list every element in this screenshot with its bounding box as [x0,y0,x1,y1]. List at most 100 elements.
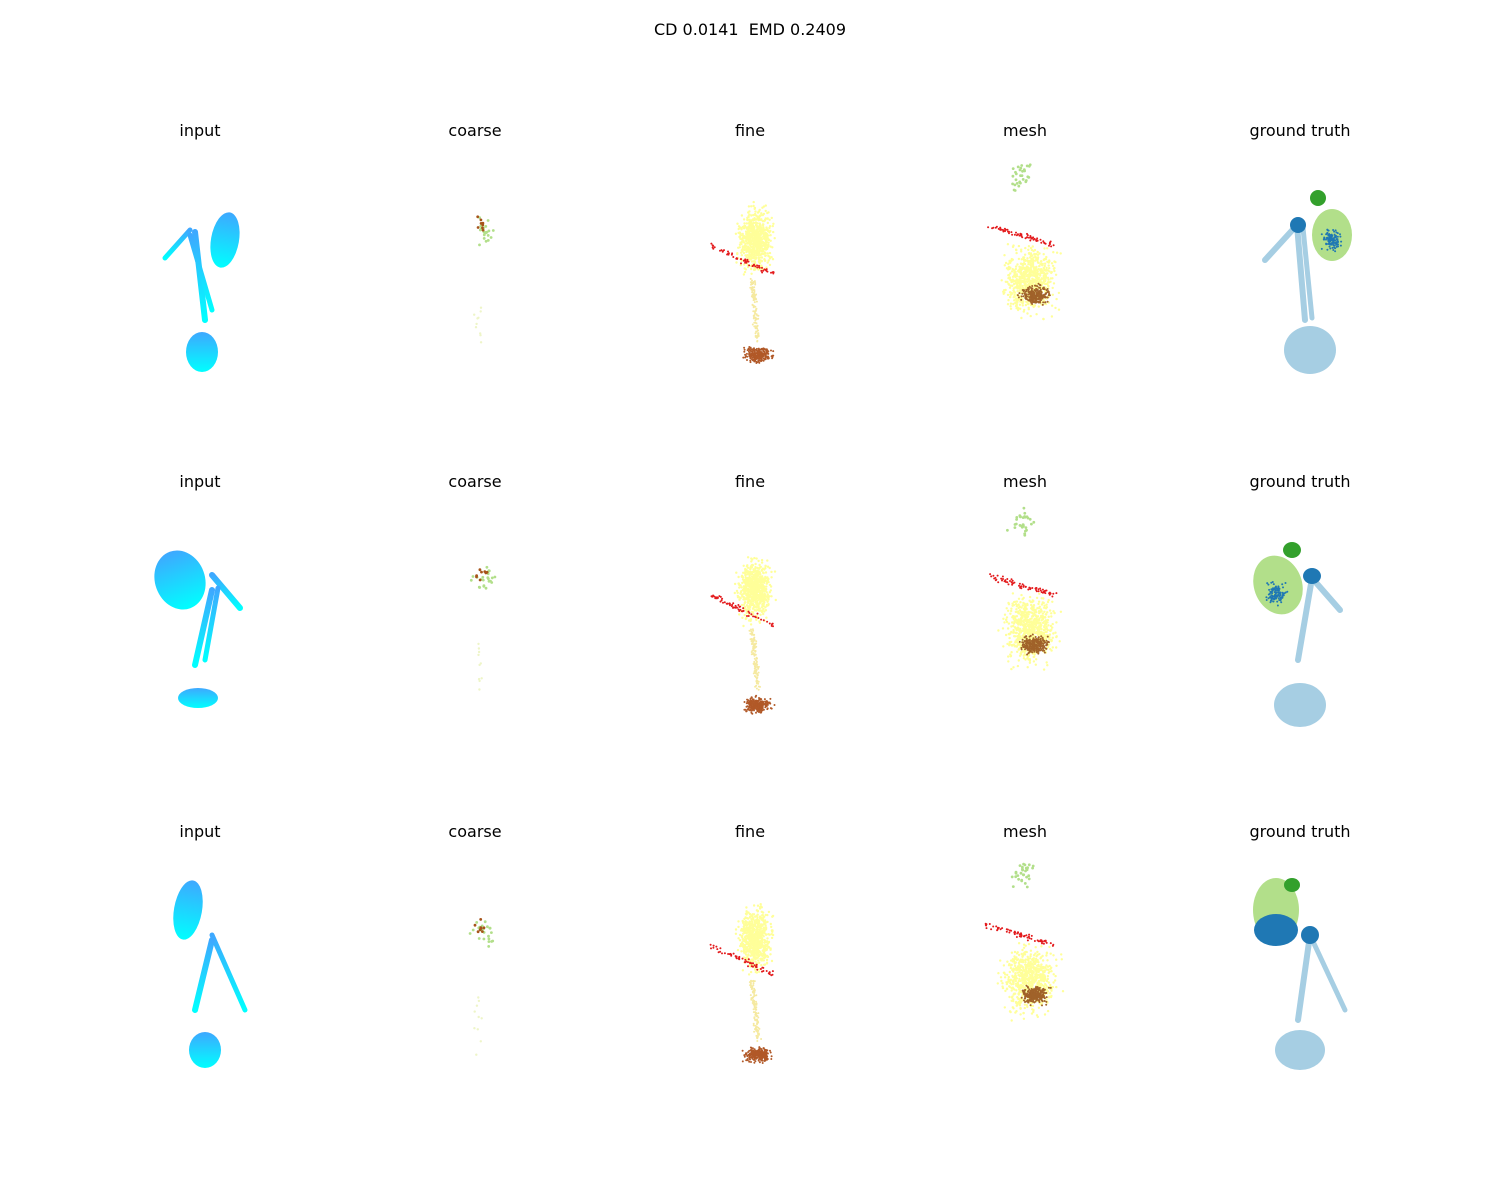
fine-point [756,578,760,582]
mesh-point [1034,639,1037,641]
fine-point [751,639,754,642]
mesh-point [1031,290,1034,293]
mesh-point [1015,307,1018,310]
fine-point [766,701,769,704]
mesh-point [1026,285,1029,288]
fine-point [750,707,753,710]
lamp-shade [1269,590,1272,593]
fine-point [754,237,757,240]
mesh-point [1019,601,1022,604]
fine-point [760,584,764,587]
lamp-shade [1270,590,1273,593]
fine-point [751,291,754,294]
mesh-point [1023,278,1026,281]
mesh-point [1025,285,1028,288]
fine-point [752,707,755,710]
mesh-point [1029,644,1032,647]
fine-point [740,241,743,244]
mesh-point [1042,240,1045,243]
fine-point [746,230,749,233]
mesh-point [1012,188,1016,192]
fine-point [745,261,748,264]
mesh-point [1028,631,1031,634]
fine-point [766,707,769,710]
fine-point [767,356,770,359]
fine-point [750,214,753,217]
fine-point [756,588,759,591]
mesh-point [1018,638,1021,641]
mesh-point [1031,261,1035,264]
mesh-point [1029,647,1032,650]
fine-point [751,354,754,357]
fine-point [744,569,747,572]
fine-point [752,242,755,245]
lamp-arm [209,572,243,611]
mesh-point [1019,613,1022,616]
mesh-point [1038,298,1041,301]
fine-point [738,226,742,229]
fine-point [735,257,738,260]
mesh-point [1026,639,1030,642]
fine-point [768,583,772,587]
fine-point [747,598,751,601]
mesh-point [1021,598,1024,601]
fine-point [752,352,755,354]
mesh-point [1004,618,1008,621]
fine-point [762,599,765,602]
mesh-point [1037,590,1040,593]
fine-point [745,232,748,236]
fine-point [756,266,759,269]
mesh-point [1045,625,1048,629]
fine-point [726,602,729,605]
mesh-point [1048,260,1051,263]
fine-point [757,680,760,683]
fine-point [763,352,766,355]
fine-point [748,942,751,945]
lamp-shade [1276,587,1279,590]
mesh-point [1031,292,1034,295]
fine-point [758,356,761,359]
mesh-point [1023,629,1026,632]
mesh-point [1019,277,1023,280]
fine-point [762,243,766,246]
mesh-point [1031,277,1034,280]
mesh-point [1022,295,1025,298]
fine-point [748,222,751,225]
fine-point [760,226,763,229]
mesh-point [1023,626,1027,630]
mesh-point [1032,238,1035,241]
fine-point [759,685,761,688]
mesh-point [1036,268,1039,272]
fine-point [746,578,749,581]
fine-point [758,264,760,267]
fine-point [749,357,752,360]
fine-point [752,349,755,352]
mesh-point [1038,252,1041,255]
mesh-point [1021,284,1024,288]
fine-point [757,937,760,940]
fine-point [765,940,769,943]
fine-point [726,602,729,605]
fine-point [751,577,754,580]
fine-point [751,931,754,934]
mesh-point [1031,606,1034,609]
coarse-point [479,578,483,581]
mesh-point [1040,641,1043,644]
mesh-point [1027,641,1030,644]
mesh-point [1011,280,1015,283]
mesh-point [1052,610,1055,613]
coarse-point [491,229,495,232]
fine-point [758,907,762,910]
mesh-point [1018,279,1022,282]
mesh-point [1036,288,1039,291]
fine-point [756,324,759,327]
mesh-point [1030,297,1032,300]
fine-point [738,605,741,608]
mesh-point [1049,647,1052,651]
mesh-point [1009,293,1012,296]
mesh-point [1036,300,1040,304]
mesh-point [1031,279,1034,282]
mesh-point [1003,291,1006,294]
fine-point [760,598,763,601]
fine-point [759,598,762,601]
